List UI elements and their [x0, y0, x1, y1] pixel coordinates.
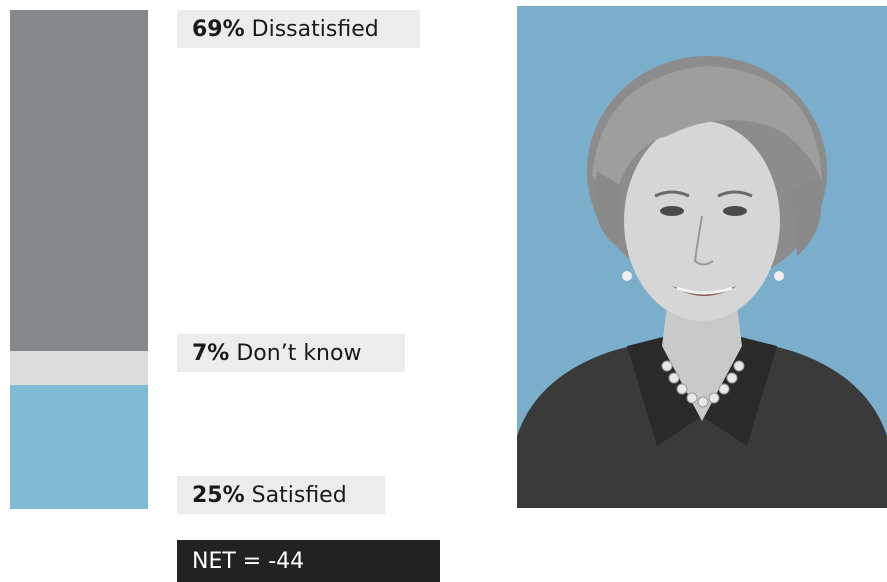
- label-satisfied-pct: 25%: [192, 482, 245, 508]
- label-dissatisfied-pct: 69%: [192, 16, 245, 42]
- bar-segment-dissatisfied: [10, 10, 148, 351]
- net-score-text: NET = -44: [192, 548, 305, 574]
- label-dissatisfied-text: Dissatisfied: [251, 16, 379, 42]
- bar-segment-dont-know: [10, 350, 148, 386]
- label-satisfied-text: Satisfied: [251, 482, 347, 508]
- net-score-badge: NET = -44: [177, 540, 440, 582]
- data-label-dissatisfied: 69% Dissatisfied: [177, 10, 420, 48]
- portrait-image: [517, 6, 887, 508]
- stacked-bar: [10, 10, 148, 509]
- bar-segment-satisfied: [10, 385, 148, 509]
- data-label-dont-know: 7% Don’t know: [177, 334, 405, 372]
- label-dont-know-text: Don’t know: [236, 340, 362, 366]
- label-dont-know-pct: 7%: [192, 340, 230, 366]
- person-portrait-icon: [517, 6, 887, 508]
- data-label-satisfied: 25% Satisfied: [177, 476, 385, 514]
